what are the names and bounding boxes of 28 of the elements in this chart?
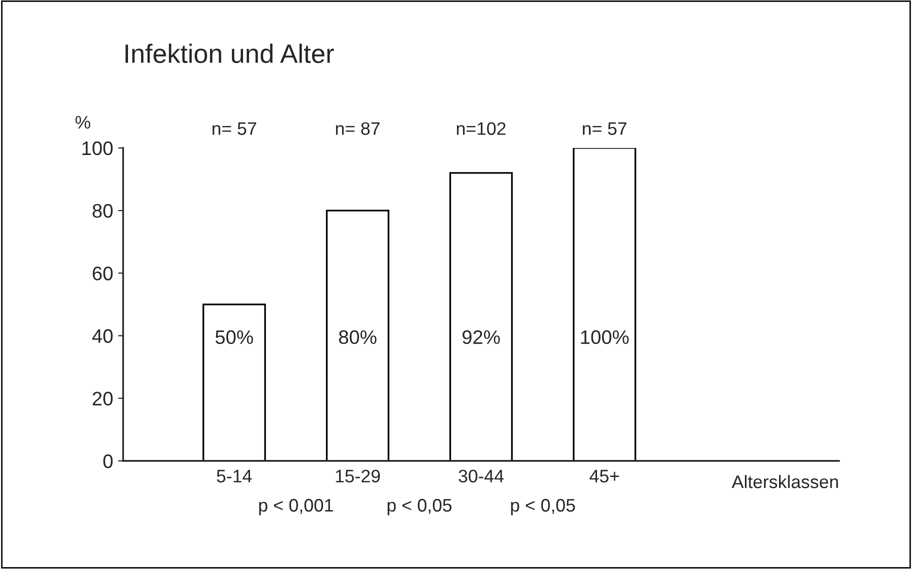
text: n= 87 [336, 122, 380, 135]
data-label: 92% [462, 330, 500, 344]
x-tick-label: 30-44 [458, 470, 504, 482]
text: p < 0,05 [511, 498, 575, 516]
data-label: 80% [339, 330, 376, 344]
bar [449, 172, 513, 461]
x-tick-label: 45+ [590, 470, 619, 482]
y-axis-title: % [75, 116, 90, 129]
text: n= 57 [582, 122, 626, 135]
text: n=102 [456, 122, 506, 135]
x-tick-label: 15-29 [336, 470, 380, 482]
y-tick-label: 100 [82, 141, 113, 156]
x-tick-label: 5-14 [216, 470, 252, 482]
y-tick-label: 80 [92, 204, 113, 218]
bar [572, 148, 636, 461]
y-tick-label: 0 [103, 454, 113, 468]
data-label: 100% [581, 330, 629, 344]
x-axis-title: Altersklassen [732, 474, 838, 488]
text: p < 0,001 [259, 498, 333, 516]
y-tick-label: 60 [92, 266, 113, 280]
text: p < 0,05 [388, 498, 452, 516]
text: n= 57 [212, 122, 256, 135]
y-tick-label: 40 [92, 329, 113, 343]
bar [202, 304, 266, 461]
data-label: 50% [216, 330, 253, 344]
y-tick-label: 20 [92, 392, 113, 406]
bar [326, 210, 390, 461]
chart-title: Infektion und Alter [126, 44, 334, 64]
